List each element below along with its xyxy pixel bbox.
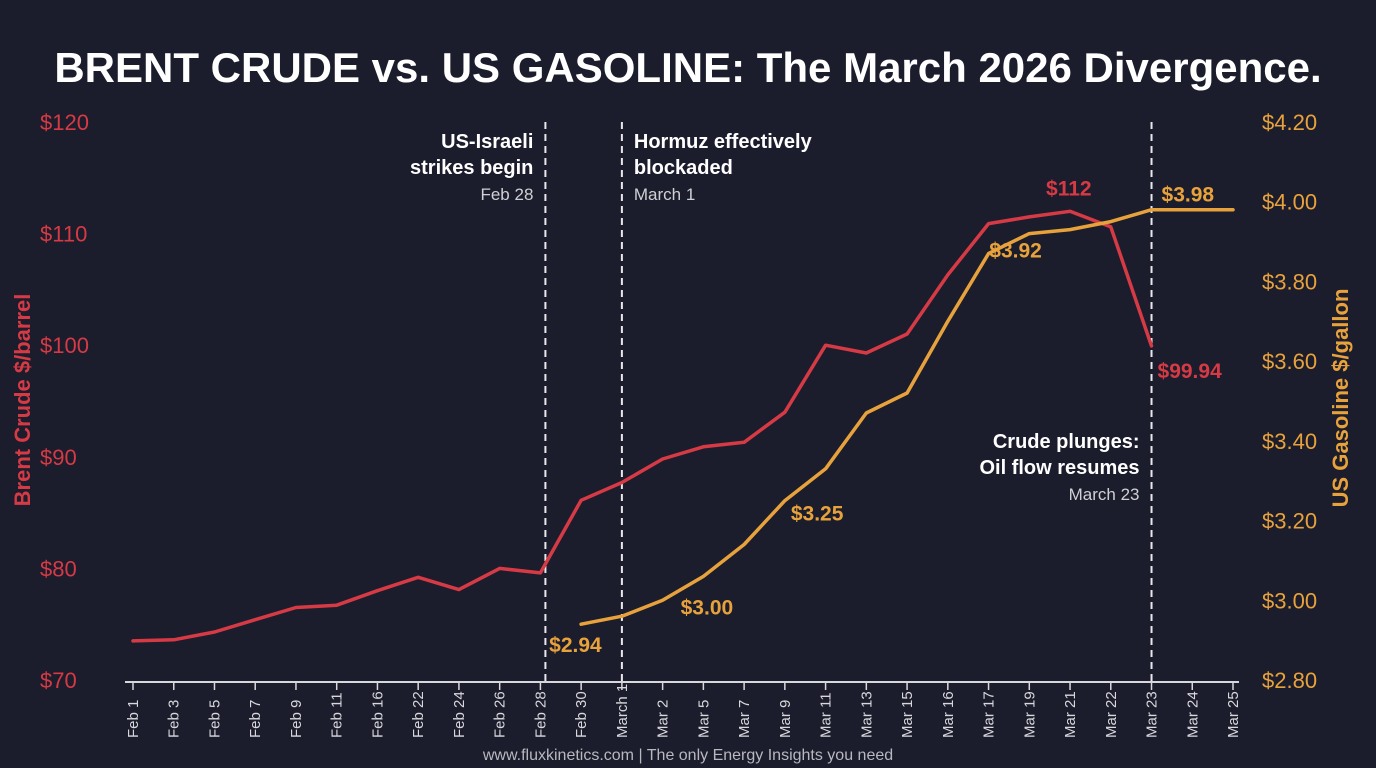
data-label: $2.94 [549,634,602,657]
series-line-brent-crude [131,209,1154,643]
y-tick-right: $4.00 [1262,190,1317,215]
x-tick-label: Feb 3 [166,700,183,738]
x-tick-label: Mar 19 [1021,691,1038,738]
y-tick-right: $3.00 [1262,588,1317,613]
x-tick-label: Feb 26 [492,691,509,738]
y-tick-left: $90 [40,445,77,470]
x-tick-label: Mar 22 [1103,691,1120,738]
data-label: $3.92 [989,240,1042,263]
x-tick-label: Feb 11 [329,692,346,738]
y-tick-left: $120 [40,110,89,135]
x-tick-label: Mar 23 [1144,691,1161,738]
y-axis-right-label: US Gasoline $/gallon [1328,289,1353,508]
x-tick-label: Feb 24 [451,691,468,738]
annotation-title: Crude plunges: [993,431,1140,453]
annotation-date: March 1 [634,185,695,204]
x-tick-label: Mar 17 [981,691,998,738]
y-tick-left: $110 [40,222,87,247]
y-tick-right: $4.20 [1262,110,1317,135]
x-tick-label: Mar 13 [858,691,875,738]
x-tick-label: Feb 7 [247,700,264,738]
chart-title: BRENT CRUDE vs. US GASOLINE: The March 2… [54,44,1321,91]
x-tick-label: Mar 21 [1062,691,1079,738]
x-tick-label: Feb 16 [369,691,386,738]
x-tick-label: Mar 2 [655,700,672,738]
annotation-title: blockaded [634,157,733,179]
annotation-date: March 23 [1069,485,1140,504]
x-tick-label: Mar 16 [940,691,957,738]
footer-text: www.fluxkinetics.com | The only Energy I… [482,747,893,764]
series-line-us-gasoline [579,207,1235,626]
x-tick-label: Mar 7 [736,700,753,738]
x-tick-label: Mar 15 [899,691,916,738]
x-tick-label: Mar 25 [1225,691,1242,738]
x-tick-label: March 1 [614,684,631,738]
data-label: $3.00 [681,596,734,619]
x-tick-label: Mar 11 [818,692,835,738]
y-tick-left: $100 [40,333,89,358]
annotation-title: Hormuz effectively [634,131,813,153]
annotation-title: Oil flow resumes [979,457,1139,479]
y-tick-right: $3.40 [1262,429,1317,454]
data-label: $99.94 [1158,360,1223,383]
y-tick-right: $2.80 [1262,668,1317,693]
x-tick-label: Feb 1 [125,700,142,738]
y-axis-left-label: Brent Crude $/barrel [10,294,35,507]
annotation-title: strikes begin [410,157,533,179]
x-tick-label: Feb 30 [573,691,590,738]
y-tick-right: $3.80 [1262,269,1317,294]
y-tick-right: $3.20 [1262,509,1317,534]
y-tick-left: $80 [40,556,77,581]
y-tick-right: $3.60 [1262,349,1317,374]
annotation-title: US-Israeli [441,131,533,153]
y-tick-left: $70 [40,668,77,693]
x-tick-label: Mar 24 [1184,691,1201,738]
data-label: $112 [1046,177,1092,200]
x-tick-label: Feb 22 [410,691,427,738]
x-tick-label: Feb 9 [288,700,305,738]
x-tick-label: Feb 5 [206,700,223,738]
annotation-date: Feb 28 [480,185,533,204]
x-tick-label: Mar 5 [695,700,712,738]
data-label: $3.25 [791,503,844,526]
data-label: $3.98 [1162,184,1215,207]
x-tick-label: Feb 28 [532,691,549,738]
x-tick-label: Mar 9 [777,700,794,738]
